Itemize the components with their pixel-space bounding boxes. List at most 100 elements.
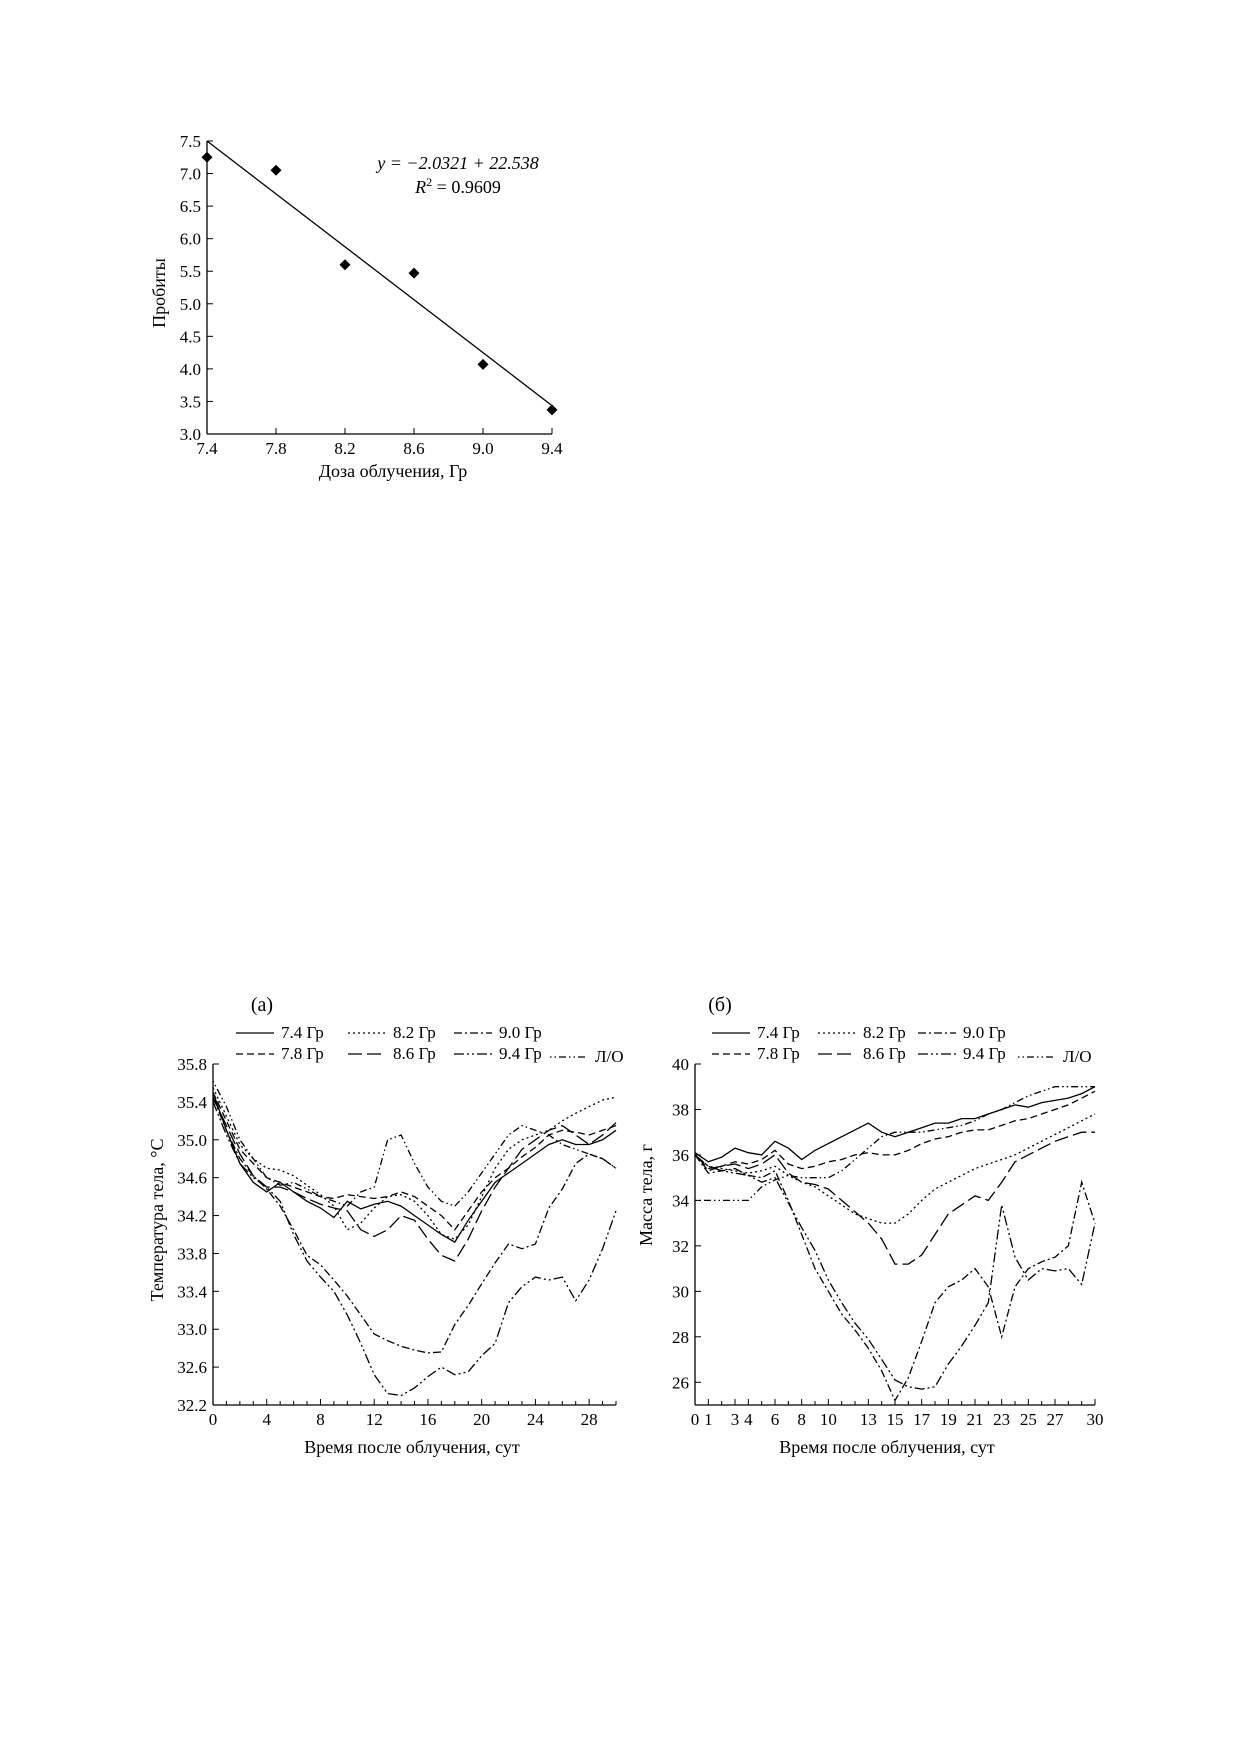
mass-legend-label: 7.8 Гр	[757, 1044, 800, 1063]
temperature-series-line	[212, 1101, 617, 1397]
probit-x-tick-label: 7.4	[196, 439, 218, 458]
temperature-series-line	[212, 1087, 617, 1240]
mass-y-tick-label: 30	[672, 1282, 689, 1301]
mass-legend: 7.4 Гр 7.8 Гр 8.2 Гр 8.6 Гр 9.0 Гр 9.4 Гр Л/О	[712, 1023, 1092, 1066]
mass-x-tick-label: 30	[1087, 1410, 1104, 1429]
probit-y-tick-label: 5.5	[180, 262, 201, 281]
data-point	[477, 358, 489, 370]
temperature-chart: 0 4 8 12 16 20 24 28 32.2 32.6 33.0 33.4 33.8 34.2 34…	[147, 994, 624, 1457]
temperature-series-line	[212, 1096, 617, 1354]
mass-x-tick-label: 4	[744, 1410, 753, 1429]
r-squared-label: R2 = 0.9609	[414, 175, 501, 197]
temperature-series-line	[212, 1096, 617, 1262]
temperature-x-tick-label: 16	[419, 1410, 436, 1429]
data-point	[270, 164, 282, 176]
temperature-x-tick-label: 4	[262, 1410, 271, 1429]
temperature-y-axis-label: Температура тела, °С	[147, 1139, 167, 1302]
temperature-x-axis-label: Время после облучения, сут	[304, 1437, 520, 1457]
mass-legend-label: 8.2 Гр	[863, 1023, 906, 1042]
data-point	[201, 151, 213, 163]
data-point	[408, 267, 420, 279]
mass-x-tick-label: 15	[887, 1410, 904, 1429]
temperature-y-tick-label: 35.4	[177, 1093, 207, 1112]
temperature-x-tick-label: 0	[209, 1410, 218, 1429]
probit-y-tick-label: 4.0	[180, 360, 201, 379]
mass-x-tick-label: 13	[860, 1410, 877, 1429]
temperature-legend-label: 9.0 Гр	[499, 1023, 542, 1042]
mass-x-tick-label: 3	[731, 1410, 740, 1429]
probit-y-tick-label: 6.0	[180, 230, 201, 249]
probit-x-axis-label: Доза облучения, Гр	[319, 461, 467, 481]
temperature-y-tick-label: 33.4	[177, 1282, 207, 1301]
temperature-lines	[212, 1080, 617, 1397]
temperature-y-tick-label: 34.6	[177, 1169, 207, 1188]
probit-y-tick-label: 3.0	[180, 425, 201, 444]
probit-y-axis-label: Пробиты	[149, 258, 169, 328]
temperature-y-tick-label: 35.8	[177, 1055, 207, 1074]
mass-x-tick-label: 27	[1047, 1410, 1065, 1429]
mass-legend-label: 9.0 Гр	[963, 1023, 1006, 1042]
temperature-legend: 7.4 Гр 7.8 Гр 8.2 Гр 8.6 Гр 9.0 Гр 9.4 Гр Л/О	[236, 1023, 624, 1066]
mass-x-tick-label: 17	[913, 1410, 931, 1429]
probit-x-axis: 7.4 7.8 8.2 8.6 9.0 9.4	[196, 428, 563, 458]
mass-series-line	[694, 1154, 1096, 1390]
r-squared-symbol: R	[414, 177, 426, 197]
temperature-y-tick-label: 33.8	[177, 1244, 207, 1263]
temperature-y-tick-label: 32.2	[177, 1396, 207, 1415]
probit-y-tick-label: 5.0	[180, 295, 201, 314]
mass-y-tick-label: 26	[672, 1373, 689, 1392]
probit-x-tick-label: 7.8	[265, 439, 286, 458]
mass-series-line	[694, 1086, 1096, 1163]
mass-chart: 0 1 3 4 6 8 10 13 15 17 19 21 23 25 27 30 2628303234363…	[636, 994, 1104, 1457]
mass-series-line	[694, 1131, 1095, 1265]
temperature-legend-label: Л/О	[595, 1047, 624, 1066]
mass-x-tick-label: 25	[1020, 1410, 1037, 1429]
mass-x-tick-label: 21	[967, 1410, 984, 1429]
r-squared-value: = 0.9609	[432, 177, 501, 197]
temperature-legend-label: 8.2 Гр	[393, 1023, 436, 1042]
temperature-legend-label: 9.4 Гр	[499, 1044, 542, 1063]
probit-x-tick-label: 8.2	[334, 439, 355, 458]
temperature-x-tick-label: 8	[316, 1410, 325, 1429]
mass-series-line	[694, 1113, 1096, 1224]
panel-label-b: (б)	[708, 994, 732, 1016]
probit-y-tick-label: 4.5	[180, 327, 201, 346]
mass-series-line	[695, 1086, 1095, 1202]
mass-x-axis-label: Время после облучения, сут	[779, 1437, 995, 1457]
mass-y-tick-label: 40	[672, 1055, 689, 1074]
mass-series-line	[694, 1154, 1096, 1402]
mass-x-axis: 0 1 3 4 6 8 10 13 15 17 19 21 23 25 27 30	[691, 1399, 1104, 1429]
mass-y-tick-label: 34	[672, 1191, 690, 1210]
mass-x-tick-label: 10	[820, 1410, 837, 1429]
mass-x-tick-label: 1	[704, 1410, 713, 1429]
regression-equation: y = −2.0321 + 22.538	[375, 153, 538, 173]
probit-y-tick-label: 3.5	[180, 392, 201, 411]
temperature-x-tick-label: 20	[473, 1410, 490, 1429]
temperature-x-tick-label: 24	[527, 1410, 545, 1429]
trendline	[206, 140, 553, 407]
temperature-y-axis: 32.2 32.6 33.0 33.4 33.8 34.2 34.6 35.0 35.4 35.8	[177, 1055, 219, 1415]
mass-series-line	[694, 1090, 1096, 1172]
temperature-y-tick-label: 35.0	[177, 1131, 207, 1150]
probit-y-tick-label: 7.0	[180, 165, 201, 184]
mass-y-tick-label: 36	[672, 1146, 689, 1165]
probit-x-tick-label: 9.0	[472, 439, 493, 458]
probit-y-tick-label: 7.5	[180, 132, 201, 151]
mass-lines	[694, 1086, 1096, 1402]
mass-x-tick-label: 0	[691, 1410, 700, 1429]
probit-x-tick-label: 9.4	[541, 439, 563, 458]
mass-y-axis-label: Масса тела, г	[636, 1144, 656, 1246]
mass-y-tick-label: 28	[672, 1328, 689, 1347]
mass-legend-label: 7.4 Гр	[757, 1023, 800, 1042]
mass-legend-label: Л/О	[1063, 1047, 1092, 1066]
panel-label-a: (а)	[251, 994, 273, 1016]
probit-y-axis: 3.0 3.5 4.0 4.5 5.0 5.5 6.0 6.5 7.0 7.5	[180, 132, 213, 444]
data-point	[339, 259, 351, 271]
data-point	[546, 404, 558, 416]
mass-legend-label: 9.4 Гр	[963, 1044, 1006, 1063]
temperature-series-line	[212, 1080, 617, 1207]
temperature-x-tick-label: 12	[366, 1410, 383, 1429]
mass-legend-label: 8.6 Гр	[863, 1044, 906, 1063]
mass-y-tick-label: 32	[672, 1237, 689, 1256]
